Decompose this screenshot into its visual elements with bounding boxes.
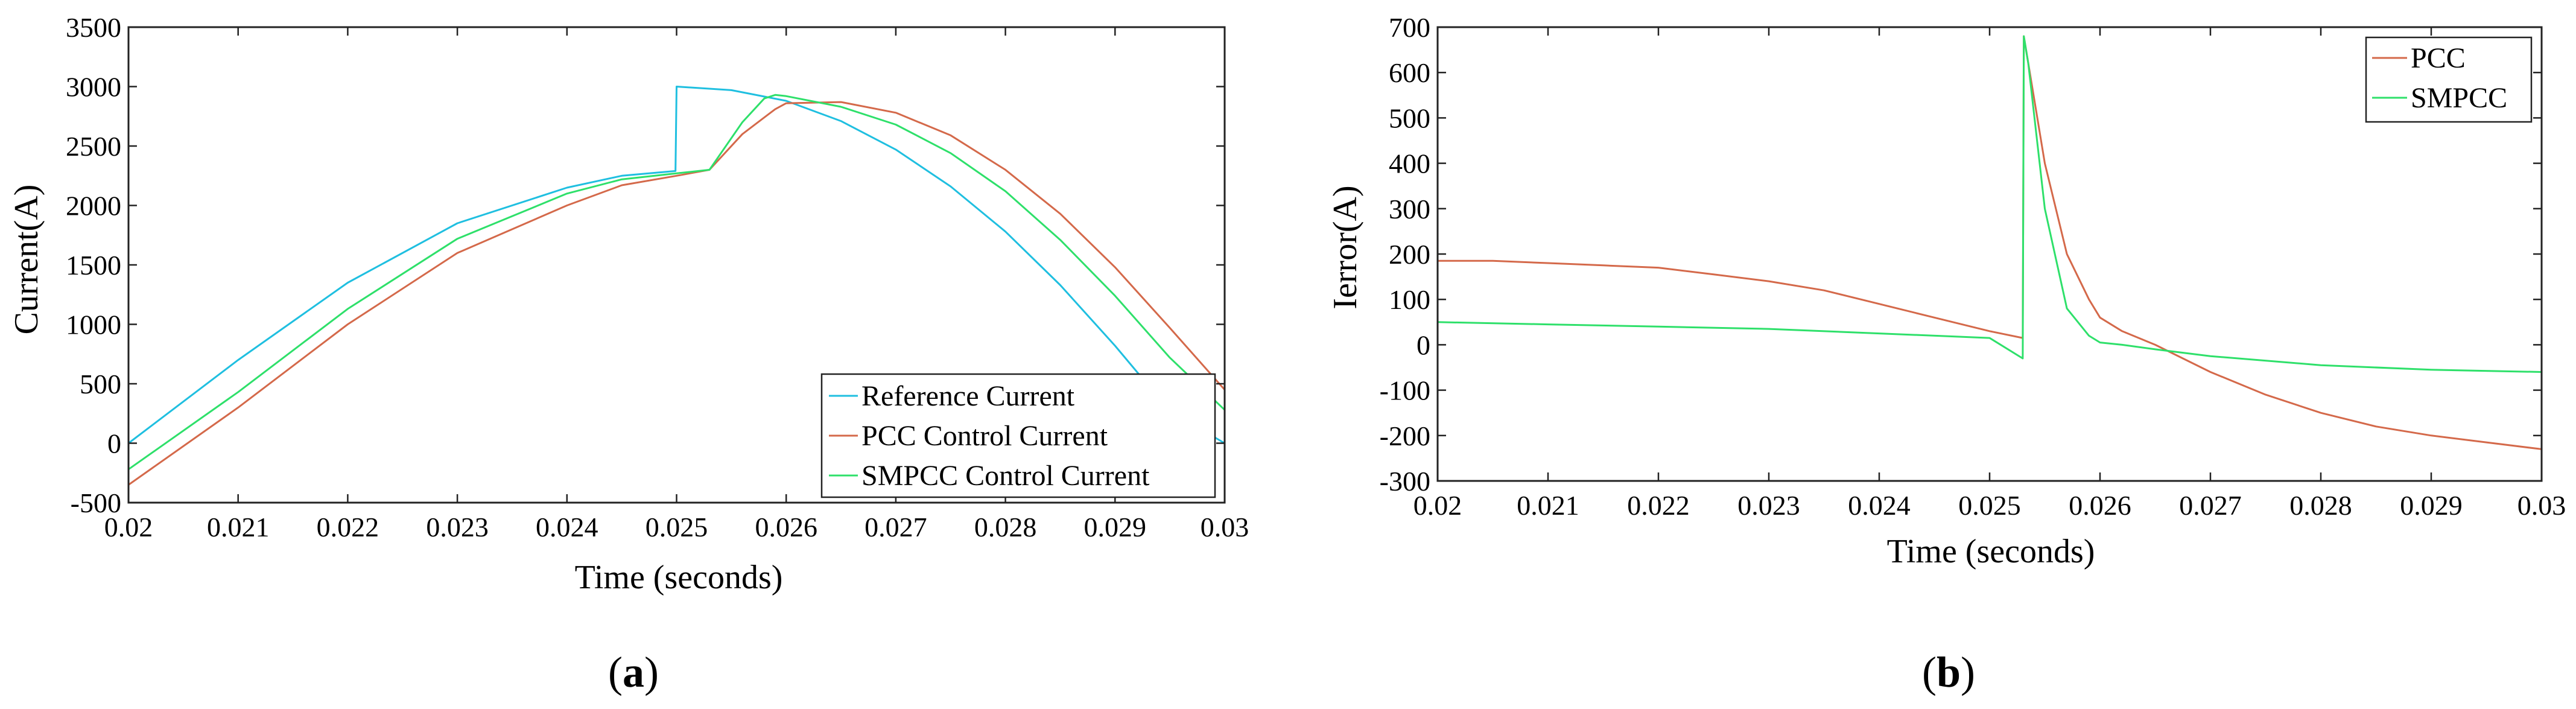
panel-label-b: (b) <box>1922 648 1975 696</box>
x-tick-label-b-7: 0.027 <box>2179 490 2242 521</box>
x-axis-title-b: Time (seconds) <box>1887 533 2095 570</box>
x-tick-label-b-8: 0.028 <box>2289 490 2352 521</box>
y-tick-label-b-6: 300 <box>1389 194 1430 224</box>
panel-label-b-letter: b <box>1937 648 1961 696</box>
legend-box-b <box>2365 36 2533 123</box>
y-tick-label-a-1: 0 <box>107 428 121 459</box>
x-tick-label-a-0: 0.02 <box>104 512 153 542</box>
x-tick-label-b-9: 0.029 <box>2400 490 2463 521</box>
x-tick-label-a-8: 0.028 <box>974 512 1037 542</box>
y-tick-label-b-4: 100 <box>1389 284 1430 315</box>
y-tick-label-a-4: 1500 <box>66 250 121 281</box>
panel-label-a-open: ( <box>608 648 623 696</box>
series-line-b-1 <box>1437 35 2542 373</box>
y-tick-label-b-8: 500 <box>1389 103 1430 133</box>
y-tick-labels-b: -300 -200 -100 0 100 200 300 400 500 600 700 <box>1380 12 2542 497</box>
y-tick-label-b-10: 700 <box>1389 12 1430 43</box>
panel-label-a-letter: a <box>623 648 644 696</box>
y-axis-title-a: Current(A) <box>8 185 45 335</box>
x-tick-label-b-6: 0.026 <box>2069 490 2131 521</box>
x-tick-label-b-1: 0.021 <box>1517 490 1579 521</box>
y-tick-label-a-0: -500 <box>71 488 121 518</box>
series-line-b-0 <box>1438 35 2542 450</box>
y-tick-label-b-2: -100 <box>1380 375 1430 406</box>
chart-panel-a: 0.02 0.021 0.022 0.023 0.024 0.025 0.026 0.027 0… <box>8 12 1249 596</box>
y-tick-label-b-9: 600 <box>1389 57 1430 88</box>
x-tick-label-a-6: 0.026 <box>755 512 817 542</box>
panel-label-b-open: ( <box>1922 648 1937 696</box>
x-tick-label-a-5: 0.025 <box>646 512 708 542</box>
y-tick-label-a-2: 500 <box>80 369 121 399</box>
legend-label-smpcc-control-current: SMPCC Control Current <box>861 460 1150 492</box>
legend-b: PCC SMPCC <box>2365 36 2533 123</box>
x-tick-label-b-10: 0.03 <box>2517 490 2566 521</box>
legend-a: Reference Current PCC Control Current SM… <box>820 373 1216 498</box>
x-tick-label-b-0: 0.02 <box>1413 490 1462 521</box>
x-tick-label-a-4: 0.024 <box>536 512 598 542</box>
y-tick-label-a-3: 1000 <box>66 310 121 340</box>
y-tick-label-a-8: 3500 <box>66 12 121 43</box>
x-tick-label-a-3: 0.023 <box>426 512 489 542</box>
y-tick-label-b-1: -200 <box>1380 421 1430 451</box>
x-tick-label-b-3: 0.023 <box>1737 490 1800 521</box>
series-layer-a <box>128 86 1226 486</box>
series-line-a-0 <box>128 86 1225 444</box>
legend-box-a <box>820 373 1216 498</box>
legend-label-reference-current: Reference Current <box>861 380 1075 412</box>
x-tick-label-b-4: 0.024 <box>1848 490 1911 521</box>
y-tick-label-b-3: 0 <box>1416 329 1430 360</box>
y-tick-label-b-7: 400 <box>1389 148 1430 179</box>
y-tick-label-b-0: -300 <box>1380 466 1430 497</box>
panel-label-a-close: ) <box>644 648 659 696</box>
x-tick-label-a-1: 0.021 <box>207 512 270 542</box>
y-tick-label-a-7: 3000 <box>66 72 121 103</box>
y-tick-label-b-5: 200 <box>1389 239 1430 270</box>
y-tick-labels-a: -500 0 500 1000 1500 2000 2500 3000 3500 <box>66 12 1225 518</box>
x-tick-label-a-9: 0.029 <box>1084 512 1147 542</box>
x-tick-label-a-2: 0.022 <box>317 512 379 542</box>
y-tick-label-a-6: 2500 <box>66 131 121 162</box>
series-layer-b <box>1437 35 2542 450</box>
x-tick-label-a-10: 0.03 <box>1201 512 1249 542</box>
legend-label-pcc-control-current: PCC Control Current <box>861 420 1108 452</box>
series-line-a-2 <box>128 94 1226 471</box>
y-tick-label-a-5: 2000 <box>66 191 121 221</box>
x-tick-labels-b: 0.02 0.021 0.022 0.023 0.024 0.025 0.026 0.027 0… <box>1413 27 2566 521</box>
panel-label-b-close: ) <box>1961 648 1975 696</box>
legend-label-smpcc: SMPCC <box>2411 82 2507 114</box>
x-tick-label-b-5: 0.025 <box>1958 490 2021 521</box>
series-line-a-1 <box>128 101 1226 486</box>
x-tick-label-b-2: 0.022 <box>1627 490 1690 521</box>
x-tick-label-a-7: 0.027 <box>864 512 927 542</box>
chart-panel-b: 0.02 0.021 0.022 0.023 0.024 0.025 0.026 0.027 0… <box>1327 12 2566 570</box>
legend-label-pcc: PCC <box>2411 42 2466 74</box>
x-axis-title-a: Time (seconds) <box>575 559 783 596</box>
y-axis-title-b: Ierror(A) <box>1327 185 1364 309</box>
x-tick-labels-a: 0.02 0.021 0.022 0.023 0.024 0.025 0.026 0.027 0… <box>104 27 1249 542</box>
panel-label-a: (a) <box>608 648 659 696</box>
